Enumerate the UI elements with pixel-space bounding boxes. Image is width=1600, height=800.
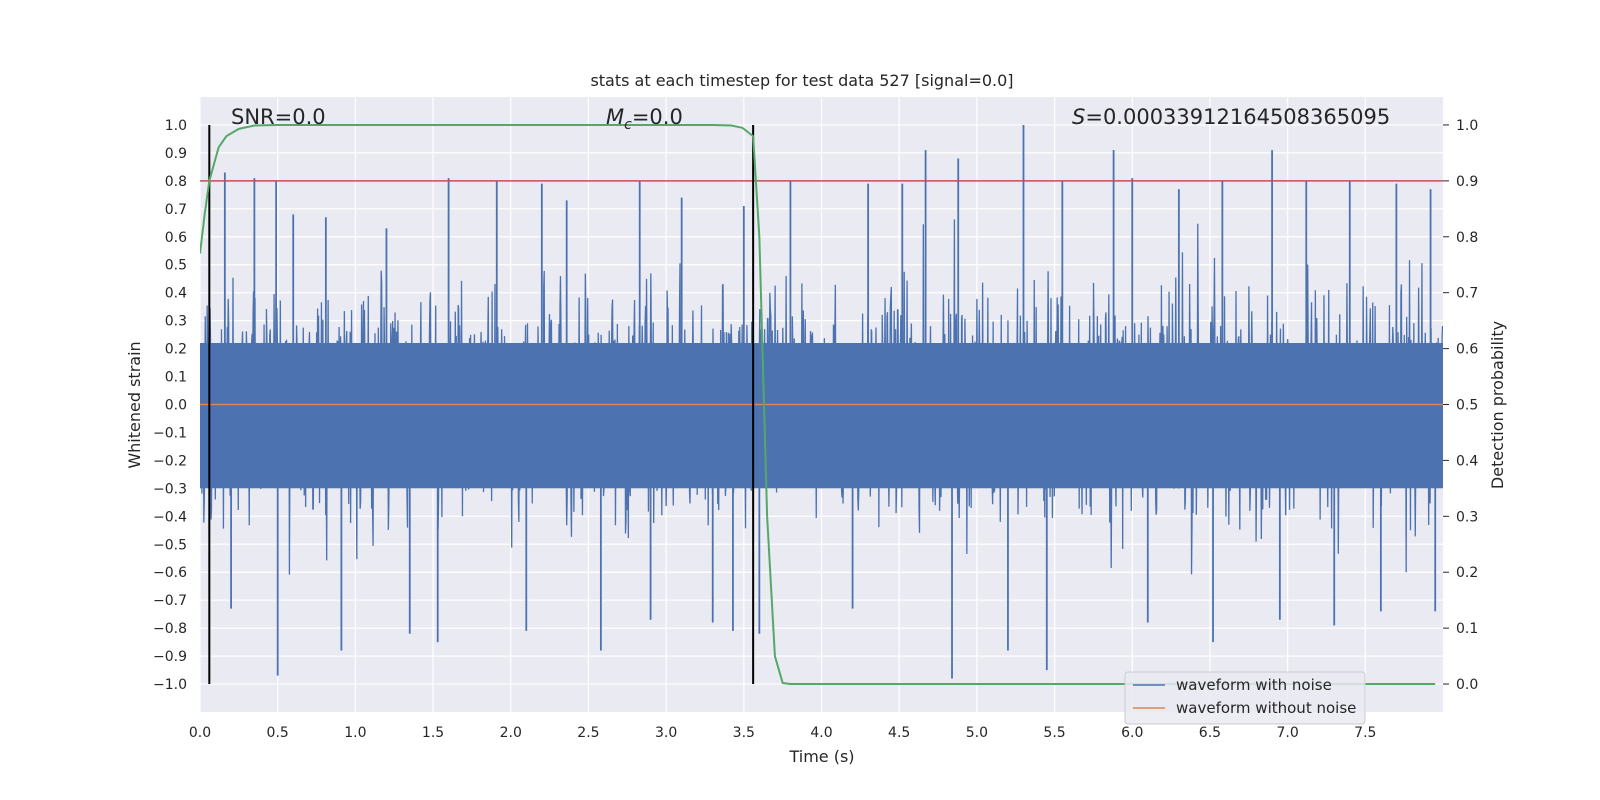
x-axis-ticks: 0.0 0.5 1.0 1.5 2.0 2.5 3.0 3.5 4.0 4.5 5.0 5.5 6.0 6… xyxy=(189,725,1377,741)
y2-axis-ticks: 1.0 0.9 0.8 0.7 0.6 0.5 0.4 0.3 0.2 0.1 0.0 xyxy=(1443,118,1478,693)
y2-tick-label: 0.6 xyxy=(1456,342,1478,358)
y2-axis-label: Detection probability xyxy=(1488,321,1507,489)
x-tick-label: 3.0 xyxy=(655,725,677,741)
y2-tick-label: 0.9 xyxy=(1456,174,1478,190)
mc-subscript: c xyxy=(624,117,632,133)
y-tick-label: 0.1 xyxy=(165,370,187,386)
y-tick-label: −0.1 xyxy=(153,425,187,441)
y-tick-label: −1.0 xyxy=(153,677,187,693)
snr-annotation: SNR=0.0 xyxy=(231,105,326,129)
y-tick-label: 0.0 xyxy=(165,398,187,414)
y2-tick-label: 0.2 xyxy=(1456,565,1478,581)
y-axis-ticks: 1.0 0.9 0.8 0.7 0.6 0.5 0.4 0.3 0.2 0.1 0.0 −0.1 −0.… xyxy=(153,118,187,693)
y-tick-label: 1.0 xyxy=(165,118,187,134)
y2-tick-label: 0.7 xyxy=(1456,286,1478,302)
y-tick-label: −0.2 xyxy=(153,453,187,469)
y-tick-label: −0.3 xyxy=(153,481,187,497)
y-tick-label: 0.4 xyxy=(165,286,187,302)
y-tick-label: 0.2 xyxy=(165,342,187,358)
y-tick-label: 0.3 xyxy=(165,314,187,330)
x-tick-label: 7.0 xyxy=(1276,725,1298,741)
legend-label-clean: waveform without noise xyxy=(1176,699,1356,717)
score-annotation: S=0.00033912164508365095 xyxy=(1072,105,1390,129)
chart-title: stats at each timestep for test data 527… xyxy=(590,71,1013,90)
x-tick-label: 2.5 xyxy=(577,725,599,741)
chirp-mass-annotation: Mc=0.0 xyxy=(606,105,683,133)
y-tick-label: −0.4 xyxy=(153,509,187,525)
x-tick-label: 6.0 xyxy=(1121,725,1143,741)
y-tick-label: −0.8 xyxy=(153,621,187,637)
x-tick-label: 2.0 xyxy=(500,725,522,741)
y-tick-label: 0.9 xyxy=(165,146,187,162)
legend-box xyxy=(1124,671,1366,725)
y2-tick-label: 0.0 xyxy=(1456,677,1478,693)
y-tick-label: −0.7 xyxy=(153,593,187,609)
x-tick-label: 4.0 xyxy=(810,725,832,741)
y2-tick-label: 1.0 xyxy=(1456,118,1478,134)
noise-dense-band xyxy=(200,343,1443,489)
x-tick-label: 4.5 xyxy=(888,725,910,741)
y-tick-label: 0.8 xyxy=(165,174,187,190)
y-tick-label: −0.9 xyxy=(153,649,187,665)
x-tick-label: 7.5 xyxy=(1354,725,1376,741)
y-tick-label: −0.6 xyxy=(153,565,187,581)
x-tick-label: 1.5 xyxy=(422,725,444,741)
y2-tick-label: 0.4 xyxy=(1456,453,1478,469)
x-tick-label: 5.5 xyxy=(1043,725,1065,741)
y-tick-label: −0.5 xyxy=(153,537,187,553)
y-axis-label: Whitened strain xyxy=(125,341,144,468)
x-tick-label: 6.5 xyxy=(1199,725,1221,741)
s-value: =0.00033912164508365095 xyxy=(1085,105,1390,129)
noise-waveform-series xyxy=(200,124,1443,679)
legend-label-noise: waveform with noise xyxy=(1176,676,1332,694)
y2-tick-label: 0.8 xyxy=(1456,230,1478,246)
y-tick-label: 0.6 xyxy=(165,230,187,246)
y-tick-label: 0.5 xyxy=(165,258,187,274)
mc-symbol: M xyxy=(606,105,624,129)
y2-tick-label: 0.1 xyxy=(1456,621,1478,637)
x-tick-label: 0.0 xyxy=(189,725,211,741)
y2-tick-label: 0.3 xyxy=(1456,509,1478,525)
x-axis-label: Time (s) xyxy=(788,747,854,766)
y-tick-label: 0.7 xyxy=(165,202,187,218)
overlay-lines xyxy=(200,123,1443,686)
x-tick-label: 3.5 xyxy=(733,725,755,741)
y2-tick-label: 0.5 xyxy=(1456,398,1478,414)
detection-probability-line xyxy=(200,123,1436,686)
legend: waveform with noise waveform without noi… xyxy=(1124,671,1366,725)
s-symbol: S xyxy=(1072,105,1085,129)
x-tick-label: 0.5 xyxy=(267,725,289,741)
x-tick-label: 5.0 xyxy=(966,725,988,741)
x-tick-label: 1.0 xyxy=(344,725,366,741)
mc-value: =0.0 xyxy=(632,105,683,129)
